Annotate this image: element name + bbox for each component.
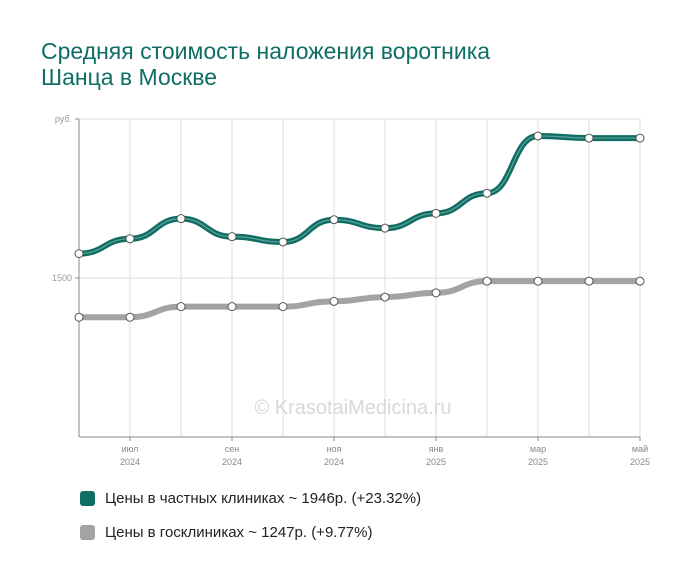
data-point[interactable] (176, 302, 186, 312)
data-point[interactable] (74, 249, 84, 259)
legend-item-private[interactable]: Цены в частных клиниках ~ 1946р. (+23.32… (80, 488, 421, 508)
data-point[interactable] (227, 232, 237, 242)
data-point[interactable] (635, 133, 645, 143)
data-point[interactable] (329, 215, 339, 225)
chart-title: Средняя стоимость наложения воротника Ша… (41, 38, 641, 90)
legend-item-public[interactable]: Цены в госклиниках ~ 1247р. (+9.77%) (80, 522, 372, 542)
data-point[interactable] (584, 276, 594, 286)
data-point[interactable] (329, 296, 339, 306)
legend-label-private: Цены в частных клиниках ~ 1946р. (+23.32… (105, 489, 422, 507)
data-point[interactable] (482, 188, 492, 198)
series-public-clinics-line (76, 278, 643, 321)
grid-lines (75, 118, 641, 437)
legend-label-public: Цены в госклиниках ~ 1247р. (+9.77%) (105, 523, 373, 541)
watermark: © KrasotaiMedicina.ru (254, 397, 451, 419)
data-point[interactable] (125, 312, 135, 322)
data-point[interactable] (278, 302, 288, 312)
data-point[interactable] (431, 288, 441, 298)
series-private-clinics-line-highlight (78, 135, 640, 255)
data-point[interactable] (74, 312, 84, 322)
x-tick-label-month: ноя (327, 444, 342, 454)
data-point[interactable] (380, 223, 390, 233)
data-point[interactable] (533, 276, 543, 286)
x-tick-label-year: 2025 (630, 457, 650, 467)
x-tick-labels: июл 2024 сен 2024 ноя 2024 янв 2025 мар 2025 май 20… (120, 437, 650, 467)
x-tick-label-year: 2025 (528, 457, 548, 467)
x-tick-label-year: 2024 (324, 457, 344, 467)
data-point[interactable] (533, 131, 543, 141)
x-tick-label-month: янв (429, 444, 444, 454)
data-point[interactable] (584, 133, 594, 143)
data-point[interactable] (380, 292, 390, 302)
chart-title-line-1: Средняя стоимость наложения воротника (41, 38, 491, 64)
legend-swatch-private (80, 490, 95, 506)
data-point[interactable] (431, 208, 441, 218)
axes: руб. 1500 (52, 114, 640, 438)
series-private-clinics-line (76, 132, 643, 257)
data-point[interactable] (635, 276, 645, 286)
x-tick-label-year: 2024 (120, 457, 140, 467)
data-point[interactable] (125, 234, 135, 244)
data-point[interactable] (278, 237, 288, 247)
data-point[interactable] (482, 276, 492, 286)
data-point[interactable] (227, 302, 237, 312)
x-tick-label-month: сен (225, 444, 240, 454)
x-tick-label-year: 2025 (426, 457, 446, 467)
legend-swatch-public (80, 524, 95, 540)
y-unit-label: руб. (55, 114, 72, 124)
x-tick-label-month: июл (122, 444, 139, 454)
series-private-clinics (74, 131, 645, 259)
x-tick-label-year: 2024 (222, 457, 242, 467)
series (74, 131, 645, 322)
chart-title-line-2: Шанца в Москве (41, 64, 218, 90)
series-public-clinics (74, 276, 645, 322)
y-tick-label: 1500 (52, 273, 72, 283)
x-tick-label-month: май (632, 444, 648, 454)
data-point[interactable] (176, 214, 186, 224)
x-tick-label-month: мар (530, 444, 546, 454)
